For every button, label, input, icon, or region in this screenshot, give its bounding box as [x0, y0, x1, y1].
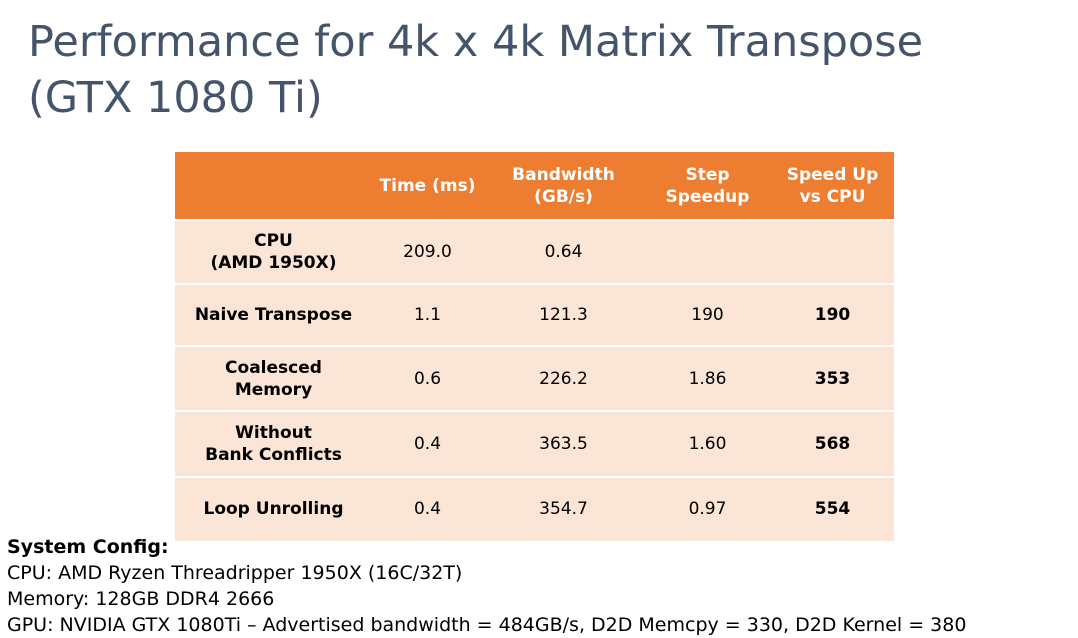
system-config-heading: System Config: — [7, 536, 169, 558]
step-speedup-cell: 190 — [643, 283, 772, 346]
time-cell: 0.6 — [371, 345, 484, 411]
time-cell: 209.0 — [371, 219, 484, 284]
bandwidth-cell: 226.2 — [483, 345, 644, 411]
row-label: CPU (AMD 1950X) — [175, 219, 372, 284]
speedup-cell — [771, 219, 894, 284]
table-row: Loop Unrolling 0.4 354.7 0.97 554 — [175, 476, 894, 541]
time-cell: 1.1 — [371, 283, 484, 346]
table-row: Coalesced Memory 0.6 226.2 1.86 353 — [175, 345, 894, 411]
step-speedup-cell: 1.60 — [643, 410, 772, 477]
slide-title-line-1: Performance for 4k x 4k Matrix Transpose — [28, 17, 924, 67]
row-label: Loop Unrolling — [175, 476, 372, 541]
bandwidth-cell: 0.64 — [483, 219, 644, 284]
system-config-cpu: CPU: AMD Ryzen Threadripper 1950X (16C/3… — [7, 562, 463, 584]
header-cell-blank — [175, 152, 372, 221]
table-row: Without Bank Conflicts 0.4 363.5 1.60 56… — [175, 410, 894, 477]
step-speedup-cell — [643, 219, 772, 284]
time-cell: 0.4 — [371, 410, 484, 477]
step-speedup-cell: 1.86 — [643, 345, 772, 411]
header-cell-speedup-vs-cpu: Speed Up vs CPU — [771, 152, 894, 221]
header-cell-bandwidth: Bandwidth (GB/s) — [483, 152, 644, 221]
system-config-gpu: GPU: NVIDIA GTX 1080Ti – Advertised band… — [7, 614, 967, 636]
bandwidth-cell: 363.5 — [483, 410, 644, 477]
slide-title-line-2: (GTX 1080 Ti) — [28, 73, 323, 123]
table-row: CPU (AMD 1950X) 209.0 0.64 — [175, 219, 894, 284]
row-label: Naive Transpose — [175, 283, 372, 346]
time-cell: 0.4 — [371, 476, 484, 541]
bandwidth-cell: 121.3 — [483, 283, 644, 346]
speedup-cell: 353 — [771, 345, 894, 411]
row-label: Without Bank Conflicts — [175, 410, 372, 477]
header-cell-step-speedup: Step Speedup — [643, 152, 772, 221]
performance-table: Time (ms) Bandwidth (GB/s) Step Speedup … — [175, 152, 894, 541]
slide-title: Performance for 4k x 4k Matrix Transpose… — [28, 14, 1048, 126]
table-row: Naive Transpose 1.1 121.3 190 190 — [175, 283, 894, 346]
speedup-cell: 554 — [771, 476, 894, 541]
bandwidth-cell: 354.7 — [483, 476, 644, 541]
speedup-cell: 190 — [771, 283, 894, 346]
system-config-memory: Memory: 128GB DDR4 2666 — [7, 588, 275, 610]
table-header-row: Time (ms) Bandwidth (GB/s) Step Speedup … — [175, 152, 894, 221]
step-speedup-cell: 0.97 — [643, 476, 772, 541]
speedup-cell: 568 — [771, 410, 894, 477]
row-label: Coalesced Memory — [175, 345, 372, 411]
header-cell-time: Time (ms) — [371, 152, 484, 221]
system-config: System Config: CPU: AMD Ryzen Threadripp… — [7, 534, 966, 638]
